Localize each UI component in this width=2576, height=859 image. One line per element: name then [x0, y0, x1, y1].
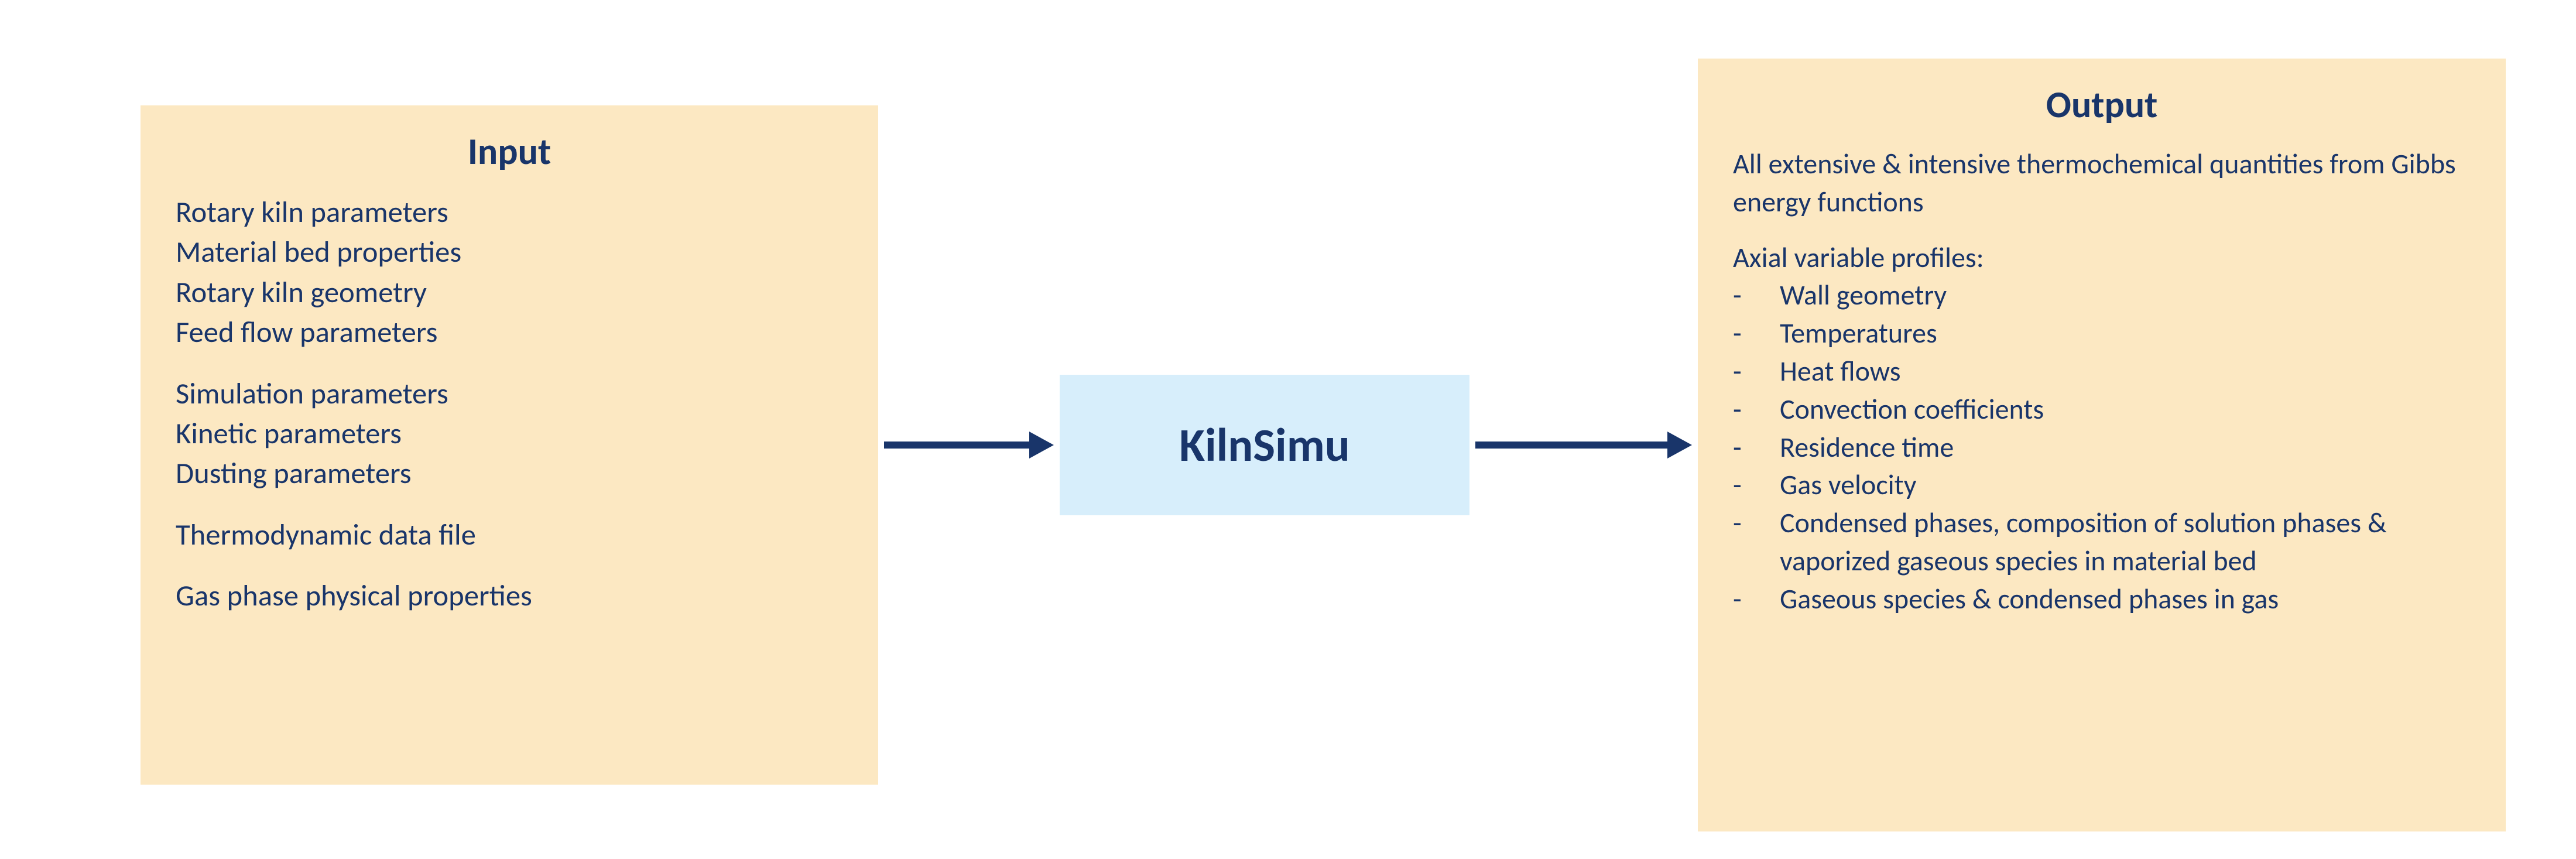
- output-item-text: Gaseous species & condensed phases in ga…: [1780, 580, 2279, 618]
- list-dash-icon: -: [1733, 353, 1780, 391]
- input-item: Thermodynamic data file: [176, 515, 843, 555]
- output-item: -Wall geometry: [1733, 276, 2471, 314]
- output-item: -Residence time: [1733, 429, 2471, 467]
- output-item: -Condensed phases, composition of soluti…: [1733, 504, 2471, 580]
- input-item: Feed flow parameters: [176, 312, 843, 352]
- output-panel: Output All extensive & intensive thermoc…: [1698, 59, 2506, 831]
- output-item-text: Gas velocity: [1780, 466, 1916, 504]
- output-item-text: Convection coefficients: [1780, 391, 2044, 429]
- output-item-text: Condensed phases, composition of solutio…: [1780, 504, 2471, 580]
- output-list: -Wall geometry-Temperatures-Heat flows-C…: [1733, 276, 2471, 618]
- input-item: Gas phase physical properties: [176, 576, 843, 615]
- input-panel: Input Rotary kiln parametersMaterial bed…: [141, 105, 878, 785]
- arrow-line: [884, 442, 1029, 449]
- output-item: -Gaseous species & condensed phases in g…: [1733, 580, 2471, 618]
- input-item: Dusting parameters: [176, 453, 843, 493]
- list-dash-icon: -: [1733, 504, 1780, 542]
- output-title: Output: [1733, 82, 2471, 128]
- input-groups: Rotary kiln parametersMaterial bed prope…: [176, 192, 843, 616]
- arrow-head-icon: [1667, 432, 1692, 458]
- output-item-text: Temperatures: [1780, 314, 1937, 353]
- input-item: Material bed properties: [176, 232, 843, 272]
- list-dash-icon: -: [1733, 466, 1780, 504]
- input-group: Rotary kiln parametersMaterial bed prope…: [176, 192, 843, 353]
- output-item: -Temperatures: [1733, 314, 2471, 353]
- arrow-input-to-center: [884, 427, 1054, 463]
- output-list-heading: Axial variable profiles:: [1733, 239, 2471, 277]
- input-item: Rotary kiln geometry: [176, 272, 843, 312]
- input-group: Thermodynamic data file: [176, 515, 843, 555]
- input-item: Kinetic parameters: [176, 413, 843, 453]
- list-dash-icon: -: [1733, 314, 1780, 353]
- output-intro: All extensive & intensive thermochemical…: [1733, 145, 2471, 221]
- arrow-head-icon: [1029, 432, 1054, 458]
- list-dash-icon: -: [1733, 580, 1780, 618]
- arrow-line: [1475, 442, 1667, 449]
- list-dash-icon: -: [1733, 276, 1780, 314]
- output-item: -Gas velocity: [1733, 466, 2471, 504]
- output-item-text: Residence time: [1780, 429, 1954, 467]
- center-label: KilnSimu: [1179, 417, 1349, 474]
- list-dash-icon: -: [1733, 391, 1780, 429]
- input-group: Simulation parametersKinetic parametersD…: [176, 374, 843, 494]
- input-group: Gas phase physical properties: [176, 576, 843, 615]
- arrow-center-to-output: [1475, 427, 1692, 463]
- output-item-text: Heat flows: [1780, 353, 1900, 391]
- list-dash-icon: -: [1733, 429, 1780, 467]
- output-item: -Convection coefficients: [1733, 391, 2471, 429]
- diagram-stage: Input Rotary kiln parametersMaterial bed…: [0, 0, 2576, 859]
- input-title: Input: [176, 129, 843, 174]
- output-item: -Heat flows: [1733, 353, 2471, 391]
- output-item-text: Wall geometry: [1780, 276, 1947, 314]
- input-item: Rotary kiln parameters: [176, 192, 843, 232]
- input-item: Simulation parameters: [176, 374, 843, 413]
- center-box: KilnSimu: [1060, 375, 1469, 515]
